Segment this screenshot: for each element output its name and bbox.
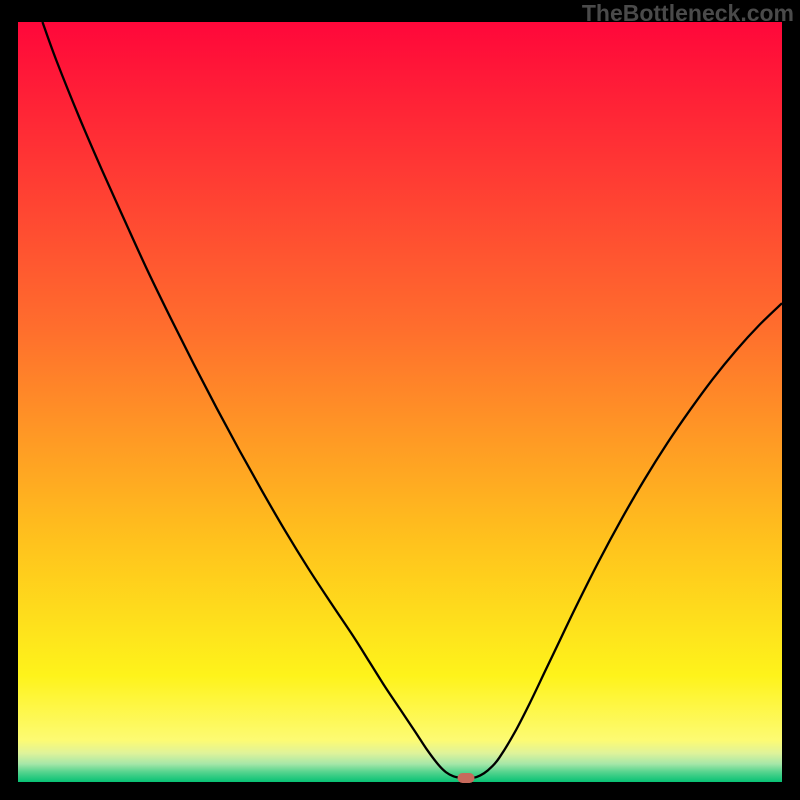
bottleneck-curve xyxy=(0,0,800,800)
optimal-point-marker xyxy=(458,773,475,783)
curve-path xyxy=(42,22,782,778)
chart-frame: TheBottleneck.com xyxy=(0,0,800,800)
